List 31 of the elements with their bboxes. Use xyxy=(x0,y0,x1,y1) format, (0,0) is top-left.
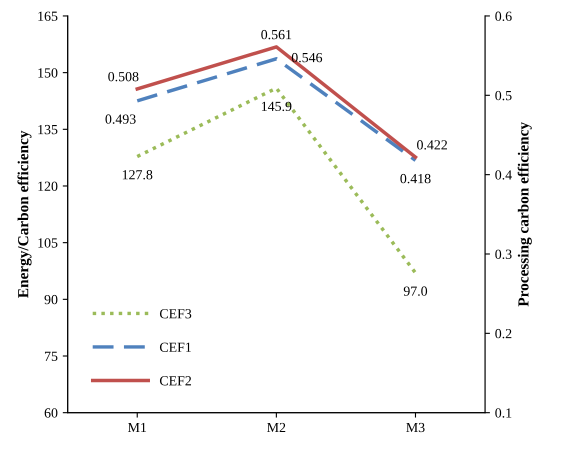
x-tick-label: M3 xyxy=(406,422,425,432)
y2-axis-title: Processing carbon efficiency xyxy=(518,122,532,306)
y2-tick-label: 0.4 xyxy=(495,170,512,180)
y-tick-label: 120 xyxy=(38,182,58,191)
legend-label: CEF2 xyxy=(160,376,192,386)
y2-tick-label: 0.5 xyxy=(495,90,512,100)
data-label: 0.493 xyxy=(105,114,136,124)
data-label: 127.8 xyxy=(122,170,152,180)
legend-label: CEF1 xyxy=(160,342,191,352)
y-tick-label: 165 xyxy=(38,12,58,21)
y2-tick-label: 0.2 xyxy=(495,328,512,338)
data-label: 0.561 xyxy=(261,30,292,40)
y2-tick-label: 0.1 xyxy=(495,408,512,418)
data-label: 97.0 xyxy=(404,286,428,296)
y2-tick-label: 0.3 xyxy=(495,250,512,260)
y-tick-label: 135 xyxy=(38,124,58,134)
x-tick-label: M1 xyxy=(128,422,146,432)
x-tick-label: M2 xyxy=(267,422,286,432)
y-tick-label: 75 xyxy=(44,352,58,361)
data-label: 0.508 xyxy=(108,72,138,82)
y-tick-label: 150 xyxy=(38,68,58,78)
y2-tick-label: 0.6 xyxy=(495,12,512,21)
y-tick-label: 90 xyxy=(44,294,58,304)
data-label: 0.418 xyxy=(400,174,431,184)
data-label: 0.422 xyxy=(417,140,448,150)
data-label: 0.546 xyxy=(292,52,322,62)
y-tick-label: 60 xyxy=(44,408,58,418)
legend-label: CEF3 xyxy=(160,309,192,318)
y-tick-label: 105 xyxy=(38,238,58,248)
data-label: 145.9 xyxy=(262,102,292,112)
y-axis-title: Energy/Carbon efficiency xyxy=(17,130,32,298)
